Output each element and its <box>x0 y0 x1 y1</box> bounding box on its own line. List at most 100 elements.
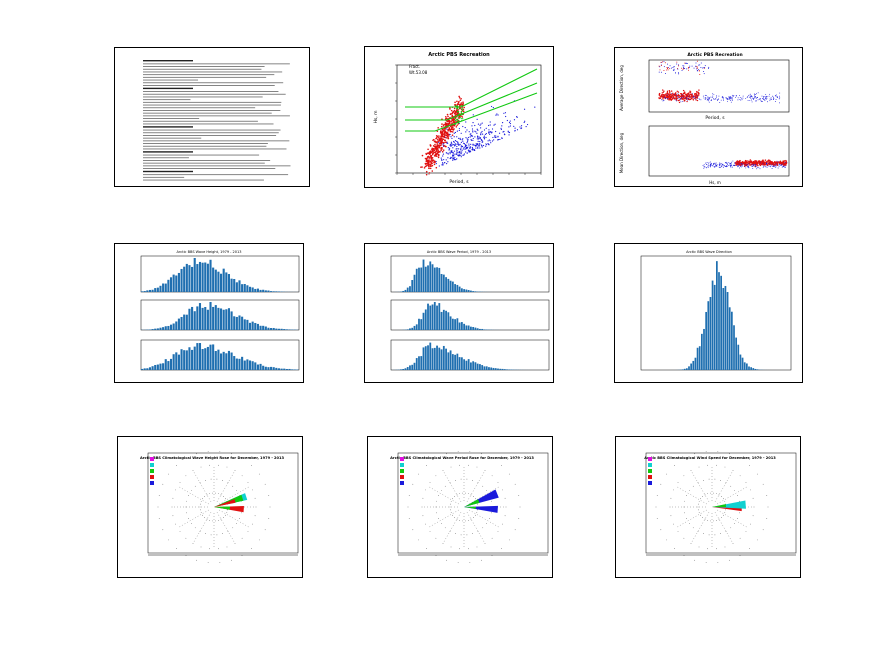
data-point-red <box>750 160 753 162</box>
data-point-blue <box>742 97 744 99</box>
grid-dot <box>454 517 455 518</box>
histogram-bar <box>180 268 183 292</box>
legend-2: Wt.53.08 <box>409 70 428 75</box>
data-point-blue <box>465 137 467 139</box>
data-point-blue <box>514 127 516 129</box>
histogram-bar <box>451 281 454 292</box>
data-point-red <box>429 167 432 170</box>
data-point-blue <box>454 153 456 155</box>
histogram-bar <box>683 368 686 370</box>
histogram-bar <box>196 306 199 330</box>
data-point-blue <box>442 163 444 165</box>
data-point-blue <box>773 96 775 98</box>
histogram-bar <box>406 329 409 330</box>
grid-dot <box>252 489 253 491</box>
grid-dot <box>739 500 740 502</box>
histogram-bar <box>726 292 729 370</box>
data-point-blue <box>728 161 730 163</box>
grid-dot <box>460 478 462 480</box>
grid-dot <box>162 483 164 485</box>
data-point-blue <box>449 153 451 155</box>
data-point-blue <box>733 164 735 166</box>
data-point-blue <box>481 133 484 135</box>
grid-dot <box>745 531 747 533</box>
data-point-green <box>460 111 462 113</box>
data-point-red <box>688 95 690 98</box>
data-point-blue <box>753 94 755 96</box>
data-point-red <box>660 95 663 98</box>
histogram-bar <box>220 273 223 292</box>
legend-swatch <box>150 463 154 467</box>
data-point-blue <box>450 144 452 146</box>
data-point-blue <box>438 141 440 144</box>
data-point-top <box>664 62 666 64</box>
data-point-blue <box>708 97 709 99</box>
data-point-red <box>769 162 772 164</box>
data-point-red <box>666 92 668 95</box>
data-point-red <box>667 95 669 98</box>
histogram-bar <box>458 357 461 370</box>
data-point-blue <box>727 164 729 165</box>
histogram-bar <box>442 309 445 330</box>
data-point-red <box>698 89 700 91</box>
histogram-bar <box>445 310 447 330</box>
data-point-blue <box>476 144 479 146</box>
data-point-red <box>425 173 428 176</box>
data-point-blue <box>452 157 454 160</box>
data-point-red <box>444 122 447 124</box>
histogram-bar <box>746 363 748 370</box>
data-point-blue <box>456 148 458 150</box>
data-point-blue <box>475 131 477 133</box>
histogram-bar <box>248 360 252 370</box>
grid-dot <box>690 470 692 471</box>
histogram-bar <box>508 369 511 370</box>
data-point-blue <box>450 143 452 145</box>
data-point-blue <box>745 164 747 166</box>
grid-dot <box>737 518 738 519</box>
data-point-blue <box>474 124 476 127</box>
histogram-bar <box>212 306 215 330</box>
data-point-top <box>688 67 690 69</box>
data-point-blue <box>750 96 752 98</box>
data-point-red <box>437 154 440 157</box>
histogram-bar <box>156 287 159 292</box>
grid-dot <box>232 527 234 529</box>
data-point-blue <box>476 138 478 140</box>
data-point-blue <box>754 100 756 102</box>
text-line <box>143 74 275 76</box>
data-point-blue <box>452 155 454 157</box>
histogram-bar <box>288 368 291 370</box>
spoke <box>429 509 459 528</box>
data-point-blue <box>679 98 681 100</box>
data-point-blue <box>481 145 483 147</box>
grid-dot <box>444 485 446 487</box>
text-line <box>143 115 290 117</box>
data-point-red <box>759 164 762 167</box>
data-point-red <box>430 160 432 163</box>
grid-dot <box>688 490 690 491</box>
histogram-bar <box>400 369 402 370</box>
histogram-bar <box>750 367 752 370</box>
data-point-blue <box>440 157 442 159</box>
data-point-red <box>452 120 455 123</box>
data-point-red <box>454 121 456 123</box>
data-point-blue <box>751 166 753 168</box>
data-point-red <box>459 99 462 102</box>
histogram-bar <box>418 318 420 330</box>
grid-dot <box>491 475 493 477</box>
data-point-blue <box>479 124 481 126</box>
data-point-blue <box>741 164 743 166</box>
data-point-blue <box>773 97 775 99</box>
data-point-top <box>699 64 701 66</box>
text-line <box>143 165 291 167</box>
data-point-top <box>698 64 700 66</box>
data-point-red <box>446 135 449 138</box>
data-point-red <box>441 151 444 153</box>
data-point-top <box>687 67 689 69</box>
data-point-red <box>438 146 440 149</box>
data-point-blue <box>783 166 785 167</box>
grid-dot <box>412 529 414 531</box>
data-point-blue <box>481 146 483 148</box>
data-point-blue <box>472 139 474 141</box>
data-point-blue <box>779 92 781 94</box>
